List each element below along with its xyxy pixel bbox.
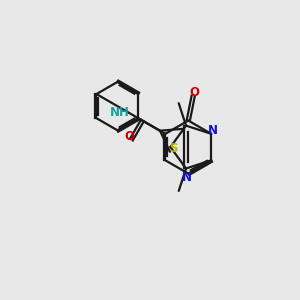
Text: N: N bbox=[182, 171, 192, 184]
Text: O: O bbox=[125, 130, 135, 142]
Text: O: O bbox=[190, 86, 200, 99]
Text: N: N bbox=[208, 124, 218, 137]
Text: S: S bbox=[169, 142, 178, 155]
Text: NH: NH bbox=[110, 106, 129, 119]
